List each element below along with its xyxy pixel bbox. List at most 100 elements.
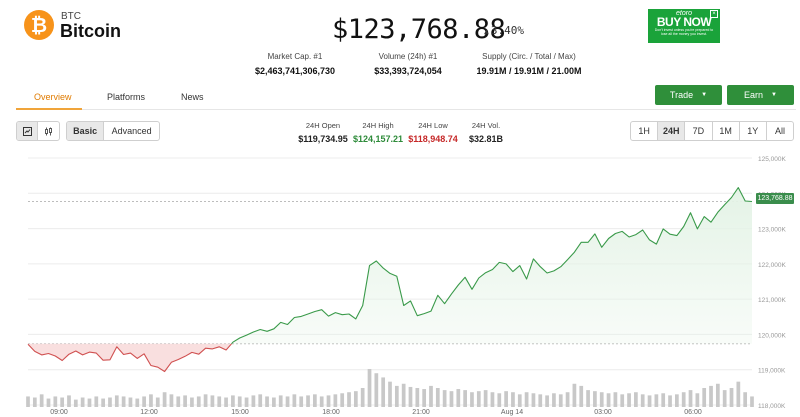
volume-bar	[32, 397, 37, 407]
volume-bar	[203, 394, 208, 407]
market-cap-label: Market Cap. #1	[267, 52, 323, 61]
volume-bar	[142, 396, 146, 407]
volume-bar	[210, 395, 215, 407]
ad-close-icon[interactable]: ×	[710, 10, 718, 18]
tab-overview[interactable]: Overview	[34, 92, 72, 102]
volume-bar	[67, 395, 71, 407]
24h-volume: 24H Vol. $32.81B	[466, 121, 506, 144]
chart-mode-toggle: Basic Advanced	[66, 121, 160, 141]
volume-bar	[552, 393, 556, 407]
range-24h-button[interactable]: 24H	[658, 122, 686, 140]
price-area-down	[28, 343, 232, 372]
24h-high-label: 24H High	[362, 121, 394, 130]
volume-bar	[593, 391, 597, 407]
basic-mode-button[interactable]: Basic	[67, 122, 105, 140]
volume-bar	[743, 392, 748, 407]
volume-bar	[340, 393, 345, 407]
active-tab-indicator	[16, 108, 82, 110]
last-price-tag: 123,768.88	[756, 193, 794, 204]
volume-bar	[736, 381, 741, 407]
ad-buy-now: BUY NOW	[656, 15, 712, 29]
volume-bar	[476, 391, 481, 407]
volume-bar	[183, 395, 187, 407]
price-change: ▲ 3.40%	[484, 24, 524, 37]
volume-bar	[278, 395, 283, 407]
x-tick-label: 03:00	[594, 409, 612, 416]
volume-bar	[456, 389, 461, 407]
volume-bar	[586, 390, 590, 407]
supply-stat: Supply (Circ. / Total / Max) 19.91M / 19…	[470, 52, 588, 76]
volume-bar	[333, 394, 338, 407]
volume-bar	[80, 397, 85, 407]
24h-low: 24H Low $118,948.74	[406, 121, 460, 144]
trade-button-label: Trade	[669, 90, 694, 100]
volume-bar	[108, 397, 112, 407]
tab-platforms[interactable]: Platforms	[107, 92, 146, 102]
volume-bar	[285, 396, 290, 407]
price-chart[interactable]: 125,000K124,000K123,000K122,000K121,000K…	[0, 150, 800, 417]
volume-bar	[53, 396, 58, 407]
y-tick-label: 118,000K	[758, 403, 786, 410]
line-chart-icon[interactable]	[38, 122, 59, 140]
volume-bar	[702, 388, 707, 407]
volume-bar	[176, 396, 181, 407]
volume-bar	[408, 386, 413, 407]
volume-bar	[497, 393, 502, 407]
x-tick-label: 15:00	[231, 409, 249, 416]
volume-bar	[750, 396, 754, 407]
price-area-up	[231, 187, 752, 344]
volume-bar	[155, 397, 160, 407]
chart-type-toggle	[16, 121, 60, 141]
volume-bar	[415, 388, 420, 407]
etoro-ad-banner[interactable]: etoro BUY NOW Don't invest unless you're…	[648, 9, 720, 43]
volume-bar	[606, 393, 611, 407]
24h-open-value: $119,734.95	[298, 134, 348, 144]
tab-news[interactable]: News	[181, 92, 204, 102]
24h-open-label: 24H Open	[305, 121, 341, 130]
volume-bar	[26, 396, 30, 407]
volume-bar	[347, 392, 351, 407]
earn-button-label: Earn	[744, 90, 764, 100]
24h-high: 24H High $124,157.21	[352, 121, 404, 144]
x-tick-label: 09:00	[50, 409, 68, 416]
range-1y-button[interactable]: 1Y	[740, 122, 767, 140]
volume-bar	[39, 394, 44, 407]
volume-bar	[394, 385, 399, 407]
price-change-value: 3.40%	[490, 24, 524, 37]
volume-bar	[244, 397, 249, 407]
volume-bar	[599, 392, 604, 407]
volume-bar	[128, 397, 133, 407]
volume-bar	[60, 397, 65, 407]
volume-bar	[258, 394, 263, 407]
market-cap-value: $2,463,741,306,730	[254, 66, 336, 76]
volume-bar	[661, 393, 666, 407]
volume-bar	[531, 393, 536, 407]
chevron-down-icon: ▼	[701, 92, 708, 98]
volume-bar	[545, 395, 549, 407]
volume-label: Volume (24h) #1	[378, 52, 438, 61]
volume-bar	[367, 369, 372, 407]
price-line-down	[27, 343, 232, 373]
volume-bar	[647, 395, 652, 407]
advanced-mode-button[interactable]: Advanced	[111, 126, 152, 136]
volume-stat: Volume (24h) #1 $33,393,724,054	[358, 52, 458, 76]
volume-bar	[688, 390, 693, 407]
range-all-button[interactable]: All	[774, 126, 785, 136]
volume-bar	[722, 390, 727, 407]
ad-disclaimer: Don't invest unless you're prepared to l…	[654, 28, 714, 36]
price-line-up	[231, 187, 753, 345]
earn-button[interactable]: Earn ▼	[727, 85, 794, 105]
candlestick-icon[interactable]	[17, 122, 39, 140]
volume-bar	[442, 390, 447, 407]
volume-bar	[149, 394, 153, 407]
y-tick-label: 123,000K	[758, 227, 786, 234]
range-1h-button[interactable]: 1H	[631, 122, 659, 140]
range-1m-button[interactable]: 1M	[713, 122, 740, 140]
range-7d-button[interactable]: 7D	[685, 122, 713, 140]
volume-bar	[265, 396, 269, 407]
up-arrow-icon: ▲	[484, 27, 489, 36]
volume-bar	[524, 392, 529, 407]
volume-bar	[360, 388, 365, 407]
volume-bar	[483, 390, 488, 407]
trade-button[interactable]: Trade ▼	[655, 85, 722, 105]
